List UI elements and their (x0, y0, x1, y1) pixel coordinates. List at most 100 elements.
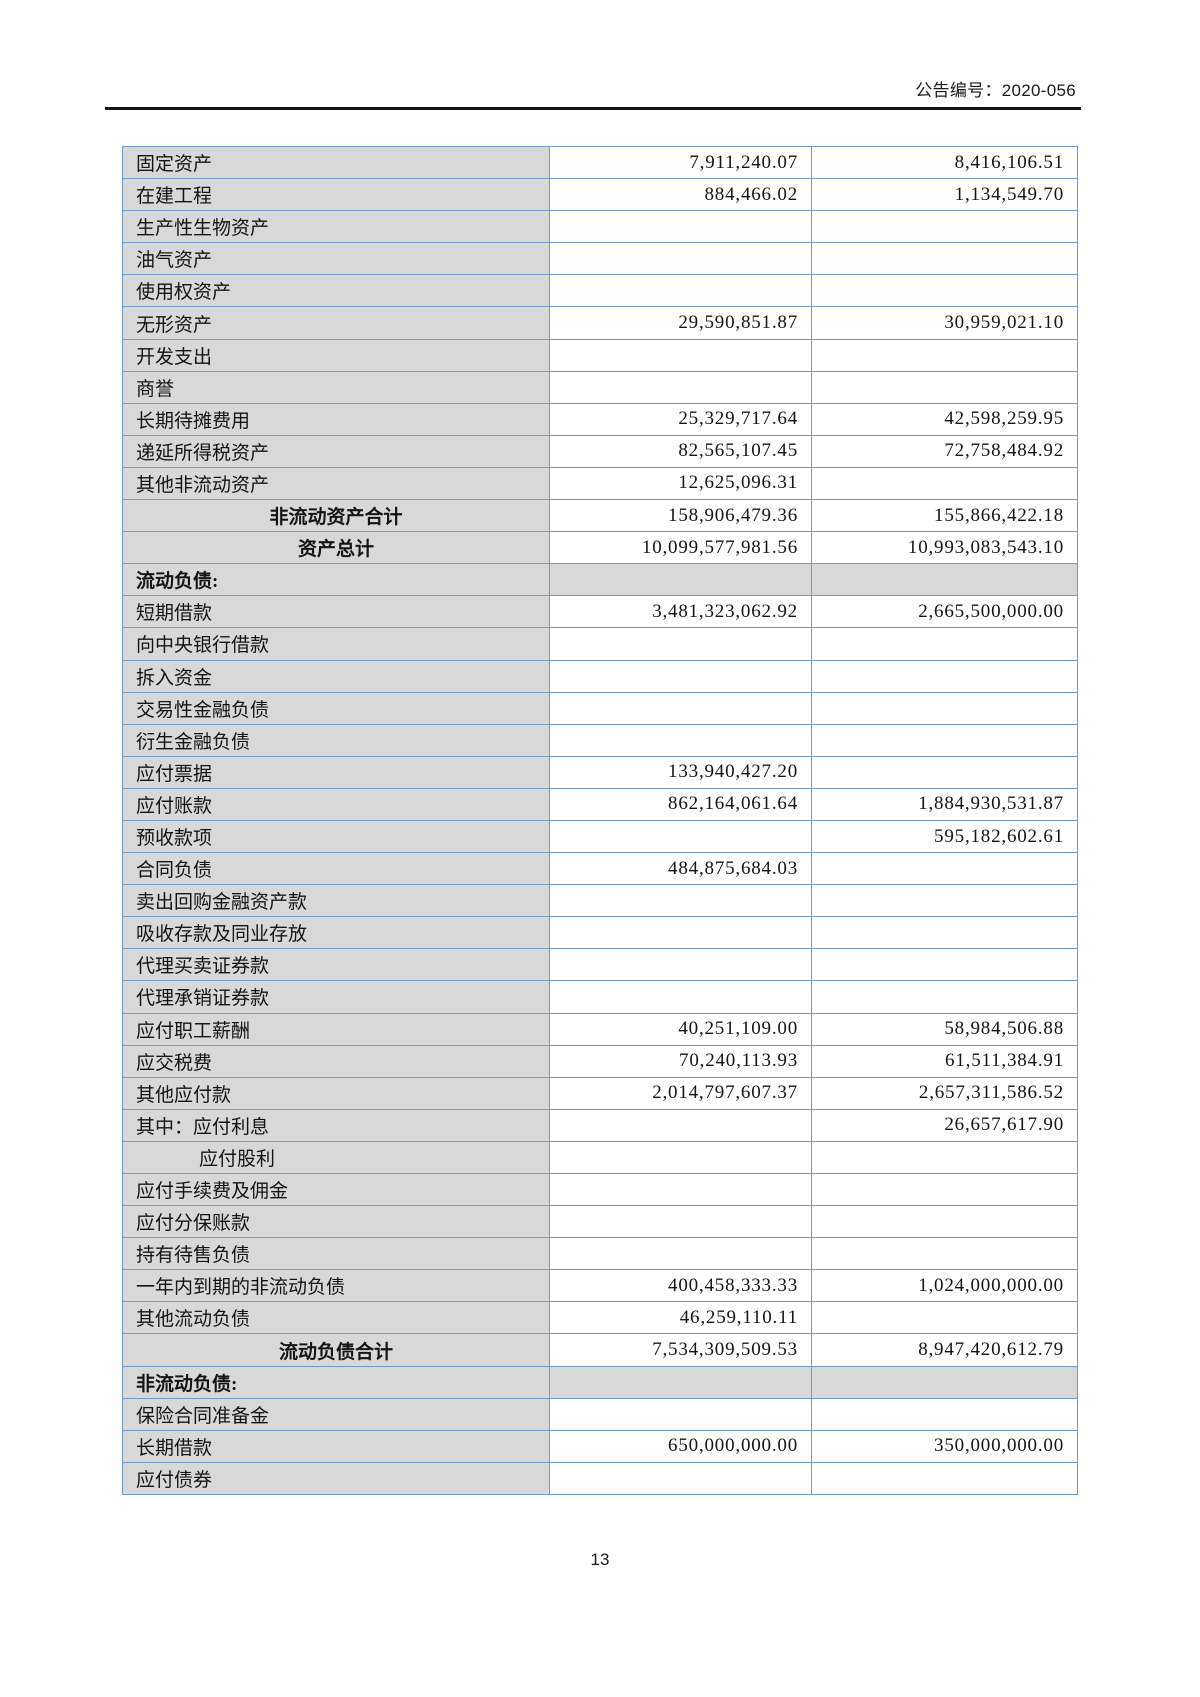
row-previous-value-cell: 8,416,106.51 (811, 145, 1078, 180)
row-current-value-cell (549, 1461, 812, 1495)
table-row: 油气资产 (122, 242, 1078, 276)
row-previous-value-cell: 1,134,549.70 (811, 178, 1078, 212)
row-previous-value-cell: 595,182,602.61 (811, 819, 1078, 854)
table-row: 长期借款 650,000,000.00 350,000,000.00 (122, 1429, 1078, 1463)
table-row: 其他非流动资产 12,625,096.31 (122, 466, 1078, 501)
row-previous-value-cell (811, 1397, 1078, 1431)
row-current-value-cell (549, 1108, 812, 1142)
row-previous-value-cell (811, 466, 1078, 501)
row-current-value-cell: 133,940,427.20 (549, 755, 812, 789)
row-current-value-cell (549, 1140, 812, 1175)
row-label-cell: 一年内到期的非流动负债 (122, 1269, 550, 1303)
table-row: 应交税费 70,240,113.93 61,511,384.91 (122, 1044, 1078, 1078)
row-previous-value-cell (811, 755, 1078, 789)
row-label-cell: 油气资产 (122, 242, 550, 276)
table-row: 应付分保账款 (122, 1205, 1078, 1239)
row-current-value-cell: 12,625,096.31 (549, 466, 812, 501)
row-current-value-cell: 25,329,717.64 (549, 402, 812, 436)
balance-sheet-table: 固定资产 7,911,240.07 8,416,106.51 在建工程 884,… (122, 145, 1078, 1495)
row-current-value-cell: 484,875,684.03 (549, 852, 812, 886)
row-label-cell: 应付分保账款 (122, 1205, 550, 1239)
table-row: 其中：应付利息 26,657,617.90 (122, 1108, 1078, 1142)
row-label-cell: 资产总计 (122, 531, 550, 565)
table-row: 其他流动负债 46,259,110.11 (122, 1301, 1078, 1335)
row-current-value-cell (549, 1365, 812, 1399)
row-label-cell: 其他应付款 (122, 1076, 550, 1110)
row-current-value-cell: 40,251,109.00 (549, 1012, 812, 1046)
row-current-value-cell: 10,099,577,981.56 (549, 531, 812, 565)
row-label-cell: 合同负债 (122, 852, 550, 886)
row-current-value-cell: 400,458,333.33 (549, 1269, 812, 1303)
table-row: 应付职工薪酬 40,251,109.00 58,984,506.88 (122, 1012, 1078, 1046)
row-label-cell: 长期借款 (122, 1429, 550, 1463)
table-row: 交易性金融负债 (122, 691, 1078, 725)
table-row: 使用权资产 (122, 274, 1078, 308)
row-label-cell: 应付账款 (122, 787, 550, 821)
row-label-cell: 交易性金融负债 (122, 691, 550, 725)
table-row: 无形资产 29,590,851.87 30,959,021.10 (122, 306, 1078, 340)
row-previous-value-cell: 2,657,311,586.52 (811, 1076, 1078, 1110)
table-row: 其他应付款 2,014,797,607.37 2,657,311,586.52 (122, 1076, 1078, 1110)
row-current-value-cell: 862,164,061.64 (549, 787, 812, 821)
row-current-value-cell (549, 1237, 812, 1271)
row-current-value-cell: 3,481,323,062.92 (549, 595, 812, 629)
row-previous-value-cell (811, 370, 1078, 404)
table-row: 一年内到期的非流动负债 400,458,333.33 1,024,000,000… (122, 1269, 1078, 1303)
row-current-value-cell (549, 370, 812, 404)
table-row: 保险合同准备金 (122, 1397, 1078, 1431)
row-label-cell: 短期借款 (122, 595, 550, 629)
row-label-cell: 流动负债: (122, 563, 550, 597)
row-previous-value-cell (811, 1365, 1078, 1399)
row-previous-value-cell: 2,665,500,000.00 (811, 595, 1078, 629)
row-current-value-cell: 29,590,851.87 (549, 306, 812, 340)
row-label-cell: 向中央银行借款 (122, 627, 550, 661)
table-row: 应付债券 (122, 1461, 1078, 1495)
row-previous-value-cell (811, 210, 1078, 244)
row-current-value-cell (549, 1172, 812, 1207)
table-row: 代理承销证券款 (122, 980, 1078, 1014)
row-label-cell: 代理承销证券款 (122, 980, 550, 1014)
row-label-cell: 在建工程 (122, 178, 550, 212)
row-current-value-cell (549, 819, 812, 854)
row-current-value-cell (549, 916, 812, 950)
table-row: 向中央银行借款 (122, 627, 1078, 661)
table-row: 卖出回购金融资产款 (122, 884, 1078, 918)
row-current-value-cell (549, 948, 812, 982)
row-label-cell: 应付票据 (122, 755, 550, 789)
row-previous-value-cell (811, 948, 1078, 982)
row-label-cell: 其他流动负债 (122, 1301, 550, 1335)
row-previous-value-cell (811, 563, 1078, 597)
table-row: 非流动负债: (122, 1365, 1078, 1399)
announcement-number: 公告编号：2020-056 (915, 81, 1076, 100)
row-current-value-cell (549, 338, 812, 372)
row-previous-value-cell (811, 1205, 1078, 1239)
table-row: 应付股利 (122, 1140, 1078, 1175)
row-previous-value-cell (811, 884, 1078, 918)
table-row: 商誉 (122, 370, 1078, 404)
row-label-cell: 长期待摊费用 (122, 402, 550, 436)
row-previous-value-cell: 61,511,384.91 (811, 1044, 1078, 1078)
row-previous-value-cell: 72,758,484.92 (811, 434, 1078, 468)
row-label-cell: 衍生金融负债 (122, 723, 550, 757)
row-label-cell: 其中：应付利息 (122, 1108, 550, 1142)
table-row: 衍生金融负债 (122, 723, 1078, 757)
row-current-value-cell: 884,466.02 (549, 178, 812, 212)
row-label-cell: 生产性生物资产 (122, 210, 550, 244)
row-previous-value-cell (811, 274, 1078, 308)
row-current-value-cell: 7,534,309,509.53 (549, 1333, 812, 1367)
row-label-cell: 其他非流动资产 (122, 466, 550, 501)
table-row: 长期待摊费用 25,329,717.64 42,598,259.95 (122, 402, 1078, 436)
row-previous-value-cell (811, 1461, 1078, 1495)
row-previous-value-cell (811, 980, 1078, 1014)
row-current-value-cell (549, 274, 812, 308)
table-row: 合同负债 484,875,684.03 (122, 852, 1078, 886)
row-current-value-cell (549, 210, 812, 244)
table-row: 流动负债合计 7,534,309,509.53 8,947,420,612.79 (122, 1333, 1078, 1367)
table-row: 资产总计 10,099,577,981.56 10,993,083,543.10 (122, 531, 1078, 565)
row-previous-value-cell: 26,657,617.90 (811, 1108, 1078, 1142)
row-current-value-cell (549, 1205, 812, 1239)
row-previous-value-cell: 58,984,506.88 (811, 1012, 1078, 1046)
header-divider-rule (105, 107, 1081, 110)
page-number: 13 (590, 1550, 610, 1569)
